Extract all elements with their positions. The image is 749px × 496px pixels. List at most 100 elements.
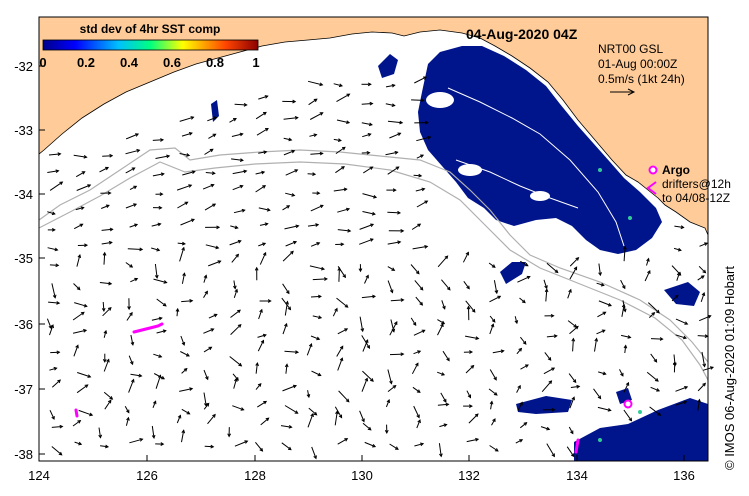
current-vector [414,76,427,84]
current-vector-head [105,166,110,171]
current-vector [49,181,63,191]
current-vector-head [370,378,374,382]
current-vector [75,171,85,178]
current-vector [48,153,61,156]
current-vector [280,425,292,428]
current-vector-head [553,334,558,339]
current-vector-head [306,394,311,399]
current-vector [101,228,113,231]
current-vector-head [338,414,343,419]
current-vector-head [546,426,551,431]
current-vector [440,392,447,403]
current-vector [597,406,611,411]
current-vector [673,247,682,251]
lon-tick-label: 136 [673,468,695,483]
current-vector [285,169,298,176]
current-vector-head [262,185,267,189]
current-vector [596,282,604,286]
current-vector-head [129,311,133,316]
current-vector [75,207,84,211]
current-vector [258,95,268,100]
current-vector [310,335,320,340]
current-vector [311,446,317,459]
land-area [38,16,709,236]
current-vector [103,330,107,338]
current-vector [230,309,241,318]
current-vector-head [188,184,193,188]
current-vector-head [292,384,298,389]
current-vector [101,241,112,245]
current-vector-head [651,311,656,316]
current-vector-head [369,238,374,242]
current-vector [177,242,185,245]
current-vector [363,166,373,174]
current-vector-head [522,340,527,345]
current-vector-head [191,170,196,174]
lon-tick-label: 126 [136,468,158,483]
current-vector [415,188,425,192]
current-vector [385,399,390,408]
current-vector-head [335,410,339,415]
current-vector [415,296,423,306]
current-vector [337,438,348,445]
current-vector [231,158,243,161]
current-vector [104,400,112,410]
current-vector [229,240,241,246]
current-vector [283,137,292,141]
current-vector-head [291,149,296,154]
current-vector-head [343,187,348,192]
current-vector-head [102,359,107,363]
current-vector-head [341,146,346,151]
current-vector [516,385,521,393]
current-vector [126,312,133,321]
current-vector-head [424,200,429,204]
current-vector [152,139,164,141]
current-vector-head [475,437,480,442]
current-vector-head [205,402,210,407]
current-vector [232,170,247,175]
current-vector-head [129,264,134,268]
current-vector-head [139,438,144,442]
current-vector-head [264,222,269,226]
current-vector-head [284,363,289,368]
current-vector-head [370,223,375,228]
current-vector-head [415,270,420,275]
current-vector [596,329,605,335]
current-vector [488,262,496,268]
current-vector [125,262,133,268]
current-vector-head [286,205,291,209]
current-vector-head [702,382,707,387]
current-vector-head [474,413,479,418]
current-vector-head [263,400,268,405]
current-vector [516,348,522,355]
current-vector [520,260,529,267]
current-vector-head [295,350,300,354]
current-vector-head [76,286,81,291]
current-vector-head [416,414,420,419]
current-vector [389,132,401,139]
current-vector [546,262,559,273]
current-vector [176,184,192,191]
current-vector-head [601,329,606,333]
current-vector [387,280,393,293]
current-vector [233,209,245,214]
current-vector [647,302,660,314]
current-vector-head [209,148,214,153]
current-vector-head [108,240,113,245]
current-vector-head [704,242,709,246]
current-vector [489,445,499,452]
current-vector [519,422,527,429]
current-vector [649,406,661,416]
current-vector [181,132,193,137]
current-vector [674,225,684,228]
current-vector [570,385,580,388]
current-vector [336,119,350,124]
current-vector-head [158,354,163,358]
current-vector-head [51,416,55,420]
current-vector [125,149,140,155]
current-vector [255,185,266,193]
current-vector [387,166,399,175]
current-vector-head [234,377,238,382]
current-vector-head [126,409,130,414]
current-vector-head [83,155,88,159]
